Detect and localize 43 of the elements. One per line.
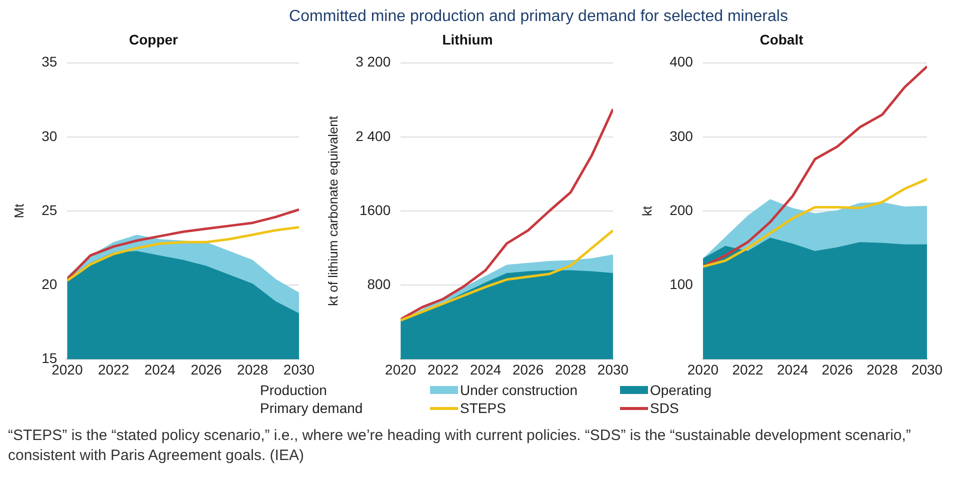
y-tick-label: 3 200 xyxy=(356,54,391,70)
text: Primary demand xyxy=(260,400,364,416)
y-axis-title: kt of lithium carbonate equivalent xyxy=(325,116,340,306)
x-tick-label: 2022 xyxy=(428,361,459,378)
text: Production xyxy=(260,382,328,398)
legend-label: Operating xyxy=(650,382,712,398)
chart-title: Lithium xyxy=(442,31,493,48)
y-tick-label: 35 xyxy=(42,54,58,70)
x-tick-label: 2022 xyxy=(98,361,130,378)
x-tick-label: 2030 xyxy=(597,361,629,378)
x-tick-label: 2026 xyxy=(190,361,222,378)
text: “STEPS” is the “stated policy scenario,” i.e., where we’re heading with current policies. “SDS” is the “sustainable development scenario,” consistent with Paris Agreement goals. (IEA) xyxy=(8,426,912,466)
legend-label: STEPS xyxy=(460,400,506,416)
y-tick-label: 200 xyxy=(670,202,694,218)
x-tick-label: 2030 xyxy=(283,361,315,378)
x-tick-label: 2024 xyxy=(144,361,176,378)
x-tick-label: 2022 xyxy=(732,361,764,378)
x-tick-label: 2024 xyxy=(776,361,808,378)
x-tick-label: 2028 xyxy=(554,361,586,378)
y-tick-label: 30 xyxy=(42,128,58,144)
x-tick-label: 2020 xyxy=(687,361,719,378)
x-tick-label: 2024 xyxy=(470,361,502,378)
legend-label: Under construction xyxy=(460,382,578,398)
legend-label: SDS xyxy=(650,400,679,416)
y-tick-label: 25 xyxy=(42,202,58,218)
chart-title: Cobalt xyxy=(760,31,804,48)
y-tick-label: 800 xyxy=(367,276,391,292)
y-tick-label: 400 xyxy=(670,54,694,70)
x-tick-label: 2026 xyxy=(822,361,854,378)
text: Committed mine production and primary demand for selected minerals xyxy=(288,8,789,27)
chart-title: Copper xyxy=(129,31,179,48)
x-tick-label: 2020 xyxy=(385,361,416,378)
y-axis-title: kt xyxy=(639,206,654,216)
x-tick-label: 2026 xyxy=(512,361,544,378)
x-tick-label: 2028 xyxy=(866,361,898,378)
x-tick-label: 2028 xyxy=(237,361,268,378)
x-tick-label: 2030 xyxy=(911,361,943,378)
y-tick-label: 20 xyxy=(42,276,58,292)
y-tick-label: 2 400 xyxy=(356,128,391,144)
y-axis-title: Mt xyxy=(11,203,26,218)
y-tick-label: 100 xyxy=(670,276,694,292)
y-tick-label: 300 xyxy=(670,128,694,144)
y-tick-label: 1600 xyxy=(359,202,391,218)
